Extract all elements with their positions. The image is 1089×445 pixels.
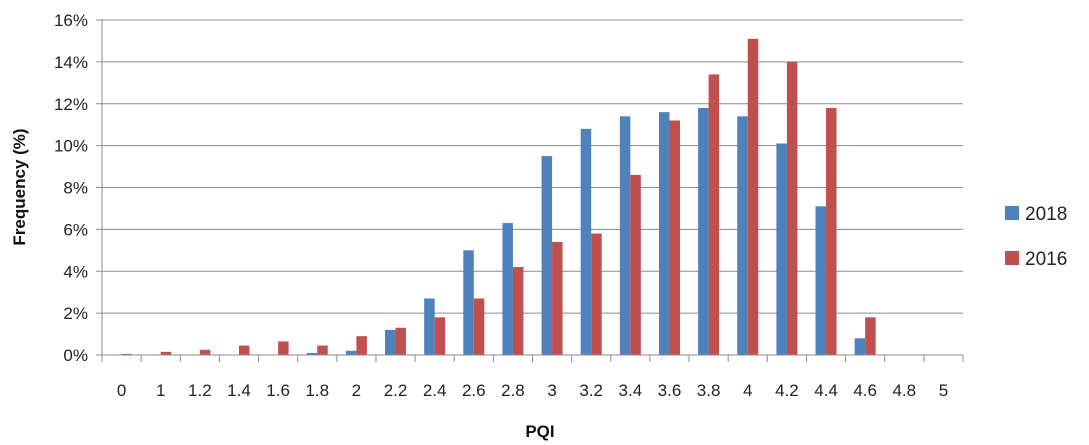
bar-2016-2.8: [512, 267, 524, 355]
x-tick-label: 2: [352, 381, 361, 400]
y-axis-title: Frequency (%): [10, 128, 29, 245]
bar-2018-2.2: [385, 329, 396, 356]
x-tick-label: 1.4: [227, 381, 251, 400]
legend-label: 2018: [1025, 204, 1067, 225]
bar-2016-3.4: [630, 174, 641, 355]
x-tick-label: 1: [156, 381, 165, 400]
bar-2016-4: [747, 38, 759, 356]
y-tick-label: 10%: [54, 137, 88, 156]
legend-label: 2016: [1025, 249, 1067, 270]
y-tick-label: 4%: [63, 262, 88, 281]
x-tick-label: 1.2: [188, 381, 212, 400]
x-tick-label: 4.2: [775, 381, 799, 400]
bar-2016-1.8: [317, 345, 328, 355]
bar-2016-2.2: [395, 327, 407, 355]
y-tick-label: 2%: [63, 304, 88, 323]
y-tick-labels: 0% 2% 4% 6% 8% 10% 12% 14% 16%: [54, 11, 88, 365]
x-tick-label: 4.8: [892, 381, 916, 400]
x-tick-label: 4.4: [814, 381, 838, 400]
bar-2016-0: [121, 353, 133, 355]
legend-item-2018: 2018: [1005, 204, 1067, 225]
x-tick-label: 1.6: [266, 381, 290, 400]
bar-2016-3: [552, 241, 563, 355]
x-tick-label: 3.8: [697, 381, 721, 400]
x-tick-label: 2.4: [423, 381, 447, 400]
x-tick-label: 3.4: [619, 381, 643, 400]
bar-2016-3.6: [669, 120, 680, 355]
bar-2016-2: [356, 336, 367, 355]
bar-2016-1.4: [238, 345, 250, 355]
y-tick-label: 0%: [63, 346, 88, 365]
x-tick-label: 3.2: [579, 381, 603, 400]
bars-group: [121, 38, 876, 356]
bar-2018-3.2: [580, 128, 592, 355]
bar-2018-2.6: [463, 250, 474, 355]
x-tick-label: 1.8: [305, 381, 329, 400]
bar-2018-4.6: [854, 338, 866, 355]
x-tick-label: 0: [117, 381, 126, 400]
legend-swatch: [1005, 206, 1019, 220]
bar-2018-3.4: [619, 116, 631, 355]
legend: 2018 2016: [1005, 204, 1067, 270]
bar-2016-3.2: [591, 233, 602, 355]
bar-2016-2.4: [434, 317, 446, 355]
x-tick-label: 2.6: [462, 381, 486, 400]
x-tick-labels: 0 1 1.2 1.4 1.6 1.8 2 2.2 2.4 2.6 2.8 3 3.2 3.4 3.6 3.8…: [117, 381, 948, 400]
x-tick-label: 3.6: [658, 381, 682, 400]
axes: [96, 19, 964, 362]
y-tick-label: 16%: [54, 11, 88, 30]
bar-2018-1.8: [306, 352, 318, 355]
legend-swatch: [1005, 251, 1019, 265]
bar-2018-3.6: [658, 112, 670, 356]
bar-2018-3.8: [698, 107, 709, 355]
bar-2016-2.6: [473, 298, 485, 355]
bar-2016-1: [160, 351, 172, 355]
bar-2016-4.6: [865, 317, 876, 355]
bar-2016-4.2: [786, 61, 798, 356]
y-tick-label: 12%: [54, 95, 88, 114]
bar-2018-2.4: [424, 298, 435, 355]
x-tick-label: 4: [743, 381, 752, 400]
bar-2018-2.8: [502, 223, 513, 355]
x-tick-label: 2.8: [501, 381, 525, 400]
y-tick-label: 6%: [63, 220, 88, 239]
bar-2016-3.8: [708, 74, 720, 355]
x-axis-title: PQI: [525, 422, 554, 441]
x-tick-label: 5: [939, 381, 948, 400]
bar-2018-3: [541, 156, 553, 355]
x-tick-label: 2.2: [384, 381, 408, 400]
y-tick-label: 14%: [54, 53, 88, 72]
bar-2018-2: [345, 350, 357, 355]
bar-2018-4.4: [815, 206, 827, 355]
bar-2016-1.2: [199, 349, 211, 355]
x-tick-label: 3: [547, 381, 556, 400]
bar-2018-4: [737, 116, 748, 355]
bar-2018-4.2: [776, 143, 787, 355]
legend-item-2016: 2016: [1005, 249, 1067, 270]
gridlines: [102, 19, 963, 314]
y-tick-label: 8%: [63, 179, 88, 198]
x-tick-label: 4.6: [853, 381, 877, 400]
bar-2016-4.4: [826, 107, 837, 355]
bar-2016-1.6: [278, 341, 289, 355]
